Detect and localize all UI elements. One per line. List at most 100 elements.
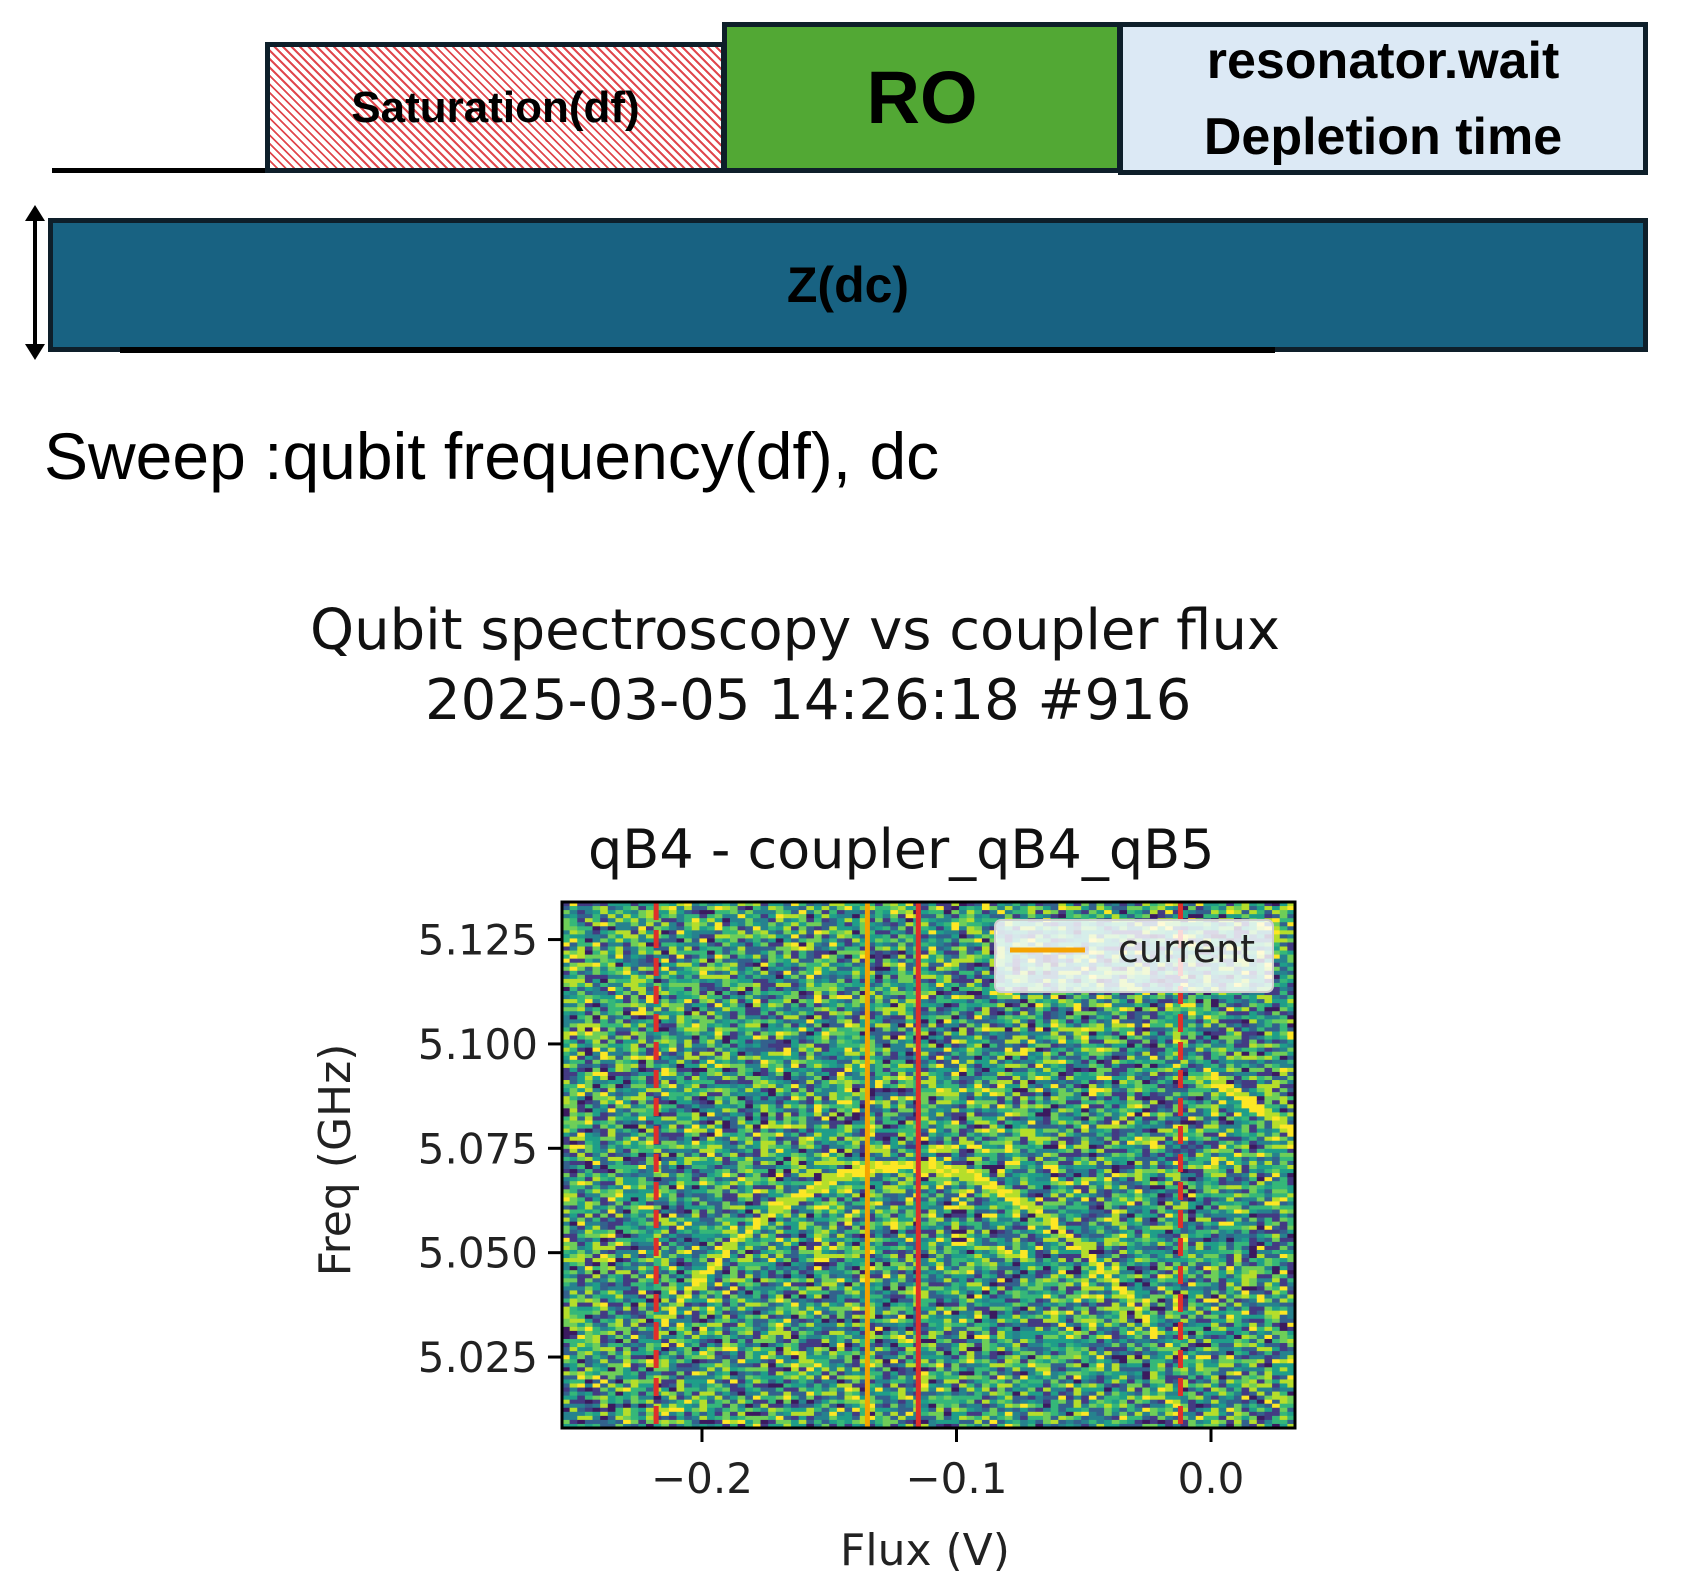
heatmap-cell	[836, 1274, 846, 1279]
heatmap-cell	[775, 1306, 785, 1312]
heatmap-cell	[798, 1039, 807, 1045]
heatmap-cell	[691, 926, 701, 931]
heatmap-cell	[668, 1241, 678, 1247]
heatmap-cell	[836, 902, 846, 907]
heatmap-cell	[760, 1075, 769, 1081]
heatmap-cell	[844, 1071, 853, 1077]
heatmap-cell	[699, 1411, 708, 1417]
heatmap-cell	[745, 1152, 754, 1158]
heatmap-cell	[775, 1249, 785, 1255]
figure-title: Qubit spectroscopy vs coupler flux	[310, 598, 1281, 663]
heatmap-cell	[592, 1278, 601, 1283]
heatmap-cell	[562, 1326, 571, 1332]
heatmap-cell	[729, 1318, 739, 1324]
heatmap-cell	[729, 1225, 739, 1231]
heatmap-cell	[684, 1241, 693, 1247]
heatmap-cell	[615, 1055, 624, 1061]
heatmap-cell	[707, 1116, 716, 1122]
heatmap-cell	[737, 1201, 746, 1207]
heatmap-cell	[752, 1156, 762, 1162]
heatmap-cell	[668, 1007, 678, 1012]
heatmap-cell	[623, 986, 632, 992]
heatmap-cell	[638, 1169, 647, 1174]
heatmap-cell	[607, 1249, 617, 1255]
heatmap-cell	[829, 1035, 838, 1041]
heatmap-cell	[783, 1136, 792, 1142]
heatmap-cell	[783, 1104, 792, 1109]
heatmap-cell	[569, 1383, 578, 1389]
heatmap-cell	[569, 1415, 578, 1421]
heatmap-cell	[645, 1177, 655, 1182]
heatmap-cell	[798, 1003, 807, 1008]
heatmap-cell	[592, 1343, 601, 1348]
heatmap-cell	[813, 1217, 823, 1223]
heatmap-cell	[569, 918, 578, 923]
heatmap-cell	[623, 1189, 632, 1194]
heatmap-cell	[714, 1007, 723, 1012]
heatmap-cell	[722, 1120, 731, 1126]
heatmap-cell	[836, 1423, 846, 1429]
heatmap-cell	[615, 1007, 624, 1012]
heatmap-cell	[569, 1407, 578, 1413]
heatmap-cell	[661, 1096, 670, 1101]
heatmap-cell	[699, 1322, 708, 1328]
heatmap-cell	[768, 1225, 777, 1231]
heatmap-cell	[836, 1411, 846, 1417]
heatmap-cell	[829, 1201, 838, 1207]
heatmap-cell	[737, 914, 746, 919]
heatmap-cell	[661, 1221, 670, 1227]
heatmap-cell	[691, 1229, 701, 1235]
heatmap-cell	[615, 1011, 624, 1016]
heatmap-cell	[691, 1071, 701, 1077]
heatmap-cell	[844, 1011, 853, 1016]
heatmap-cell	[623, 926, 632, 931]
heatmap-cell	[806, 1254, 815, 1259]
heatmap-cell	[722, 1185, 731, 1190]
heatmap-cell	[668, 946, 678, 952]
heatmap-cell	[760, 1169, 769, 1174]
heatmap-cell	[768, 1181, 777, 1186]
heatmap-cell	[760, 1347, 769, 1352]
heatmap-cell	[623, 1367, 632, 1372]
heatmap-cell	[775, 1403, 785, 1409]
heatmap-cell	[661, 1140, 670, 1146]
heatmap-cell	[676, 1108, 685, 1113]
heatmap-cell	[806, 1225, 815, 1231]
heatmap-cell	[806, 1419, 815, 1425]
heatmap-cell	[798, 1241, 807, 1247]
heatmap-cell	[577, 1237, 586, 1243]
heatmap-cell	[737, 1294, 746, 1300]
heatmap-cell	[668, 1193, 678, 1198]
heatmap-cell	[798, 926, 807, 931]
heatmap-cell	[562, 1047, 571, 1053]
heatmap-cell	[676, 1407, 685, 1413]
heatmap-cell	[661, 1088, 670, 1093]
heatmap-cell	[806, 1011, 815, 1016]
heatmap-cell	[752, 1007, 762, 1012]
heatmap-cell	[852, 914, 861, 919]
heatmap-cell	[707, 1395, 716, 1401]
heatmap-cell	[577, 1205, 586, 1211]
heatmap-cell	[615, 1363, 624, 1368]
heatmap-cell	[584, 1233, 594, 1239]
heatmap-cell	[699, 1229, 708, 1235]
heatmap-cell	[569, 930, 578, 935]
heatmap-cell	[737, 1148, 746, 1154]
heatmap-cell	[630, 1120, 639, 1126]
heatmap-cell	[722, 1359, 731, 1364]
heatmap-cell	[829, 1120, 838, 1126]
heatmap-cell	[768, 1059, 777, 1065]
heatmap-cell	[798, 1282, 807, 1287]
heatmap-cell	[661, 1011, 670, 1016]
heatmap-cell	[592, 1096, 601, 1101]
heatmap-cell	[791, 1011, 800, 1016]
heatmap-cell	[630, 938, 639, 944]
heatmap-cell	[569, 1262, 578, 1267]
heatmap-cell	[707, 1290, 716, 1296]
heatmap-cell	[775, 918, 785, 923]
heatmap-cell	[699, 982, 708, 988]
heatmap-cell	[768, 1249, 777, 1255]
heatmap-cell	[684, 1039, 693, 1045]
heatmap-cell	[592, 1100, 601, 1105]
heatmap-cell	[798, 1217, 807, 1223]
